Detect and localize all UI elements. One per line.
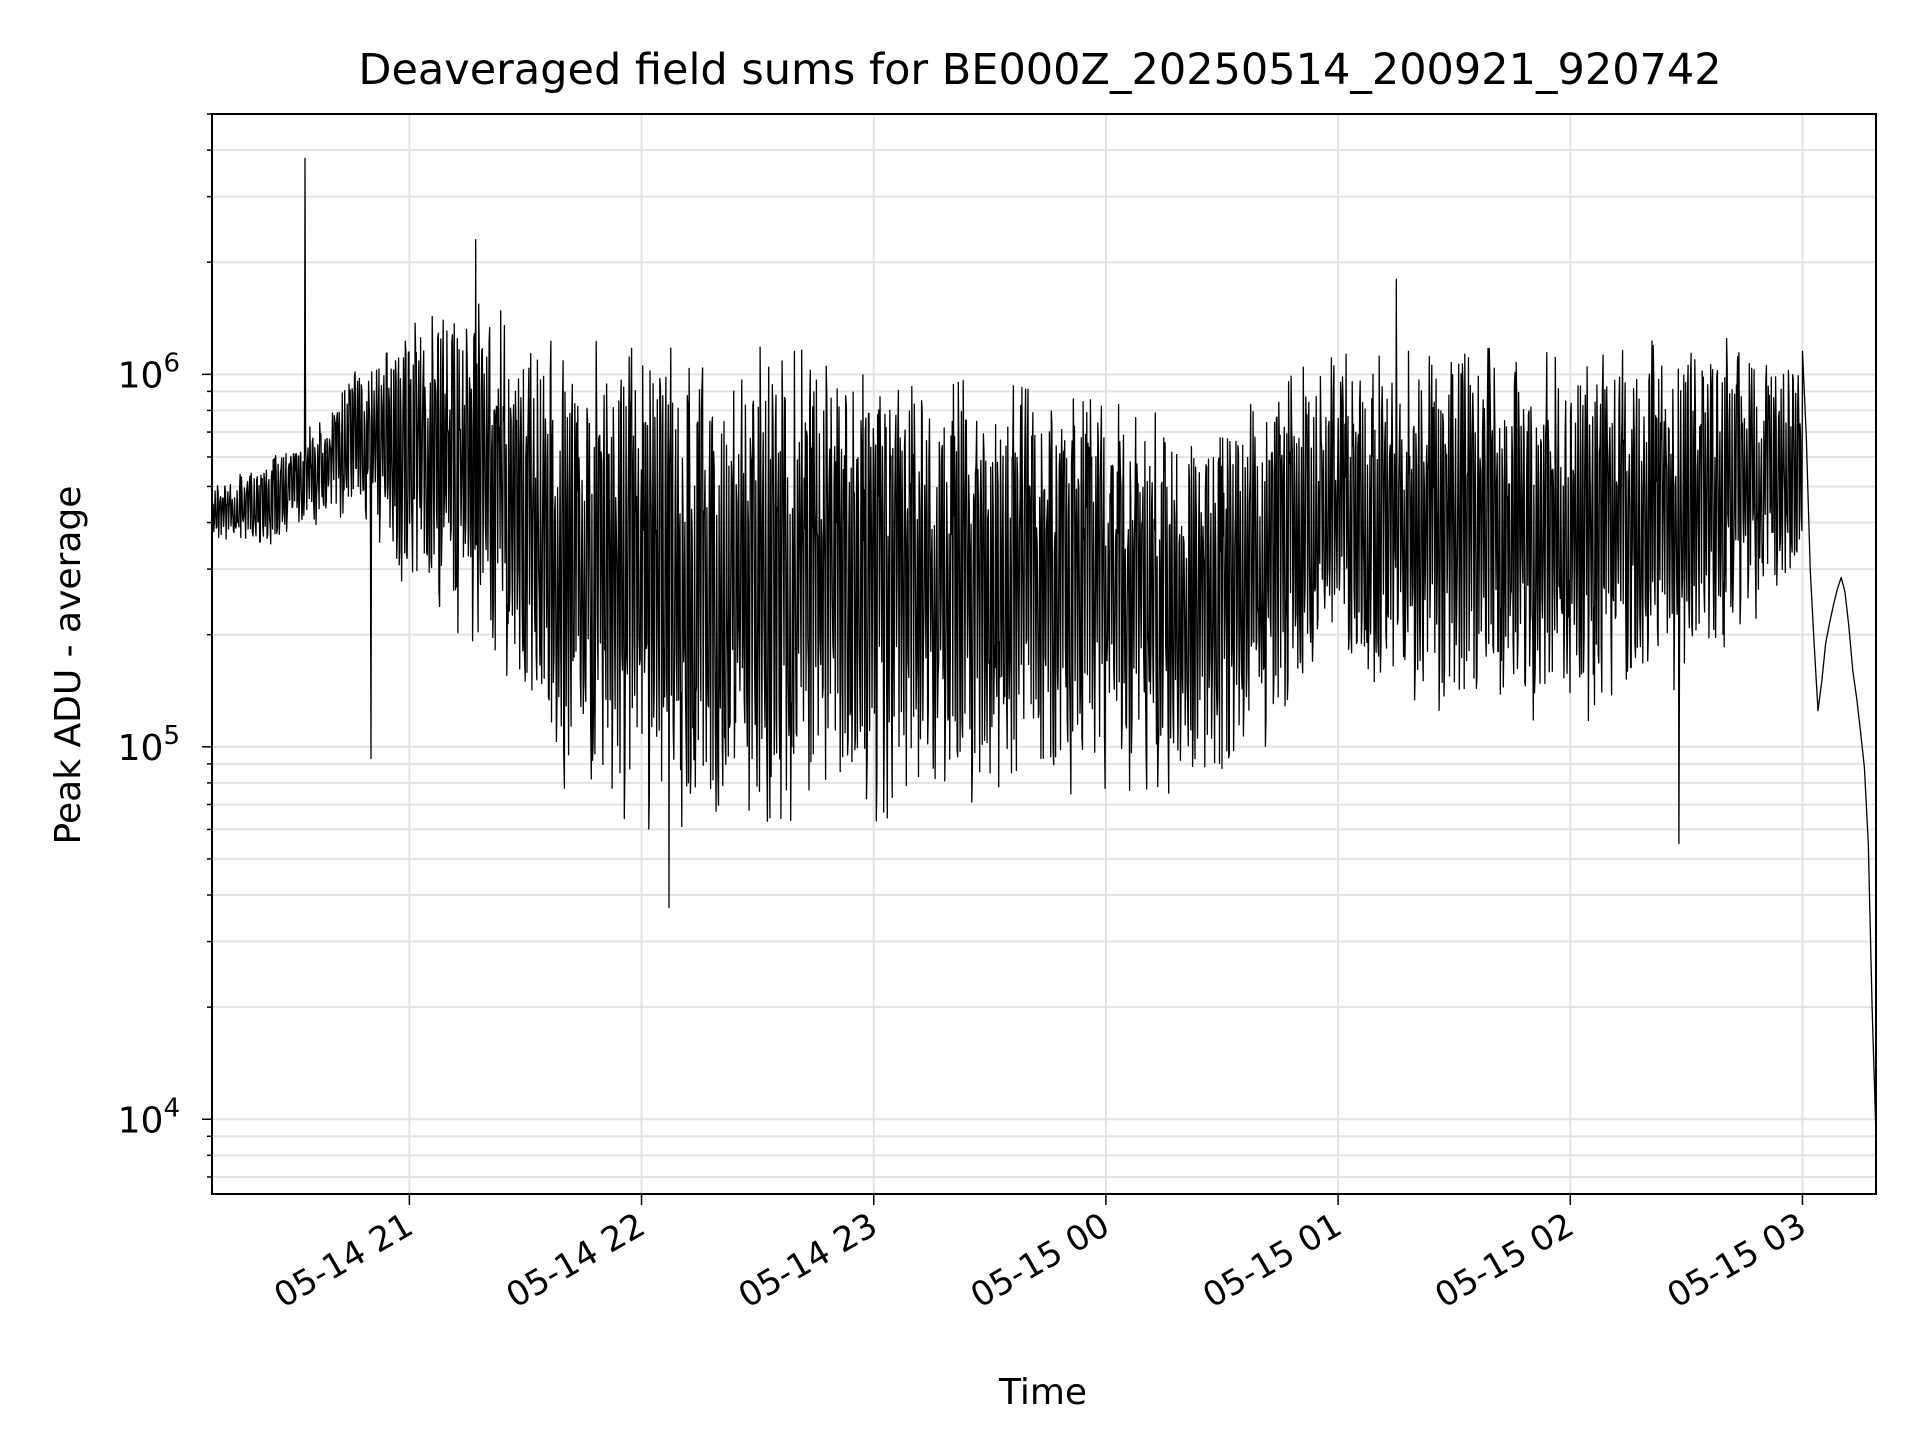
x-axis-label: Time bbox=[998, 1372, 1087, 1413]
y-tick-label: 104 bbox=[118, 1093, 180, 1141]
x-tick-label: 05-15 03 bbox=[1661, 1205, 1813, 1316]
y-axis-label: Peak ADU - average bbox=[48, 486, 89, 845]
series-line bbox=[211, 157, 1877, 1137]
x-tick-label: 05-14 22 bbox=[500, 1205, 652, 1316]
x-tick-label: 05-15 01 bbox=[1196, 1205, 1348, 1316]
y-axis: 104 105 106 bbox=[118, 113, 212, 1178]
x-tick-label: 05-14 23 bbox=[732, 1205, 884, 1316]
chart-title: Deaveraged field sums for BE000Z_2025051… bbox=[358, 45, 1721, 95]
y-tick-label: 105 bbox=[118, 721, 180, 769]
y-tick-label: 106 bbox=[118, 348, 180, 396]
x-tick-label: 05-15 02 bbox=[1428, 1205, 1580, 1316]
series-line-path bbox=[211, 157, 1877, 1137]
x-tick-label: 05-14 21 bbox=[267, 1205, 419, 1316]
x-axis: 05-14 21 05-14 22 05-14 23 05-15 00 05-15 01… bbox=[267, 1194, 1813, 1316]
plot-frame bbox=[211, 113, 1877, 1195]
x-tick-label: 05-15 00 bbox=[964, 1205, 1116, 1316]
